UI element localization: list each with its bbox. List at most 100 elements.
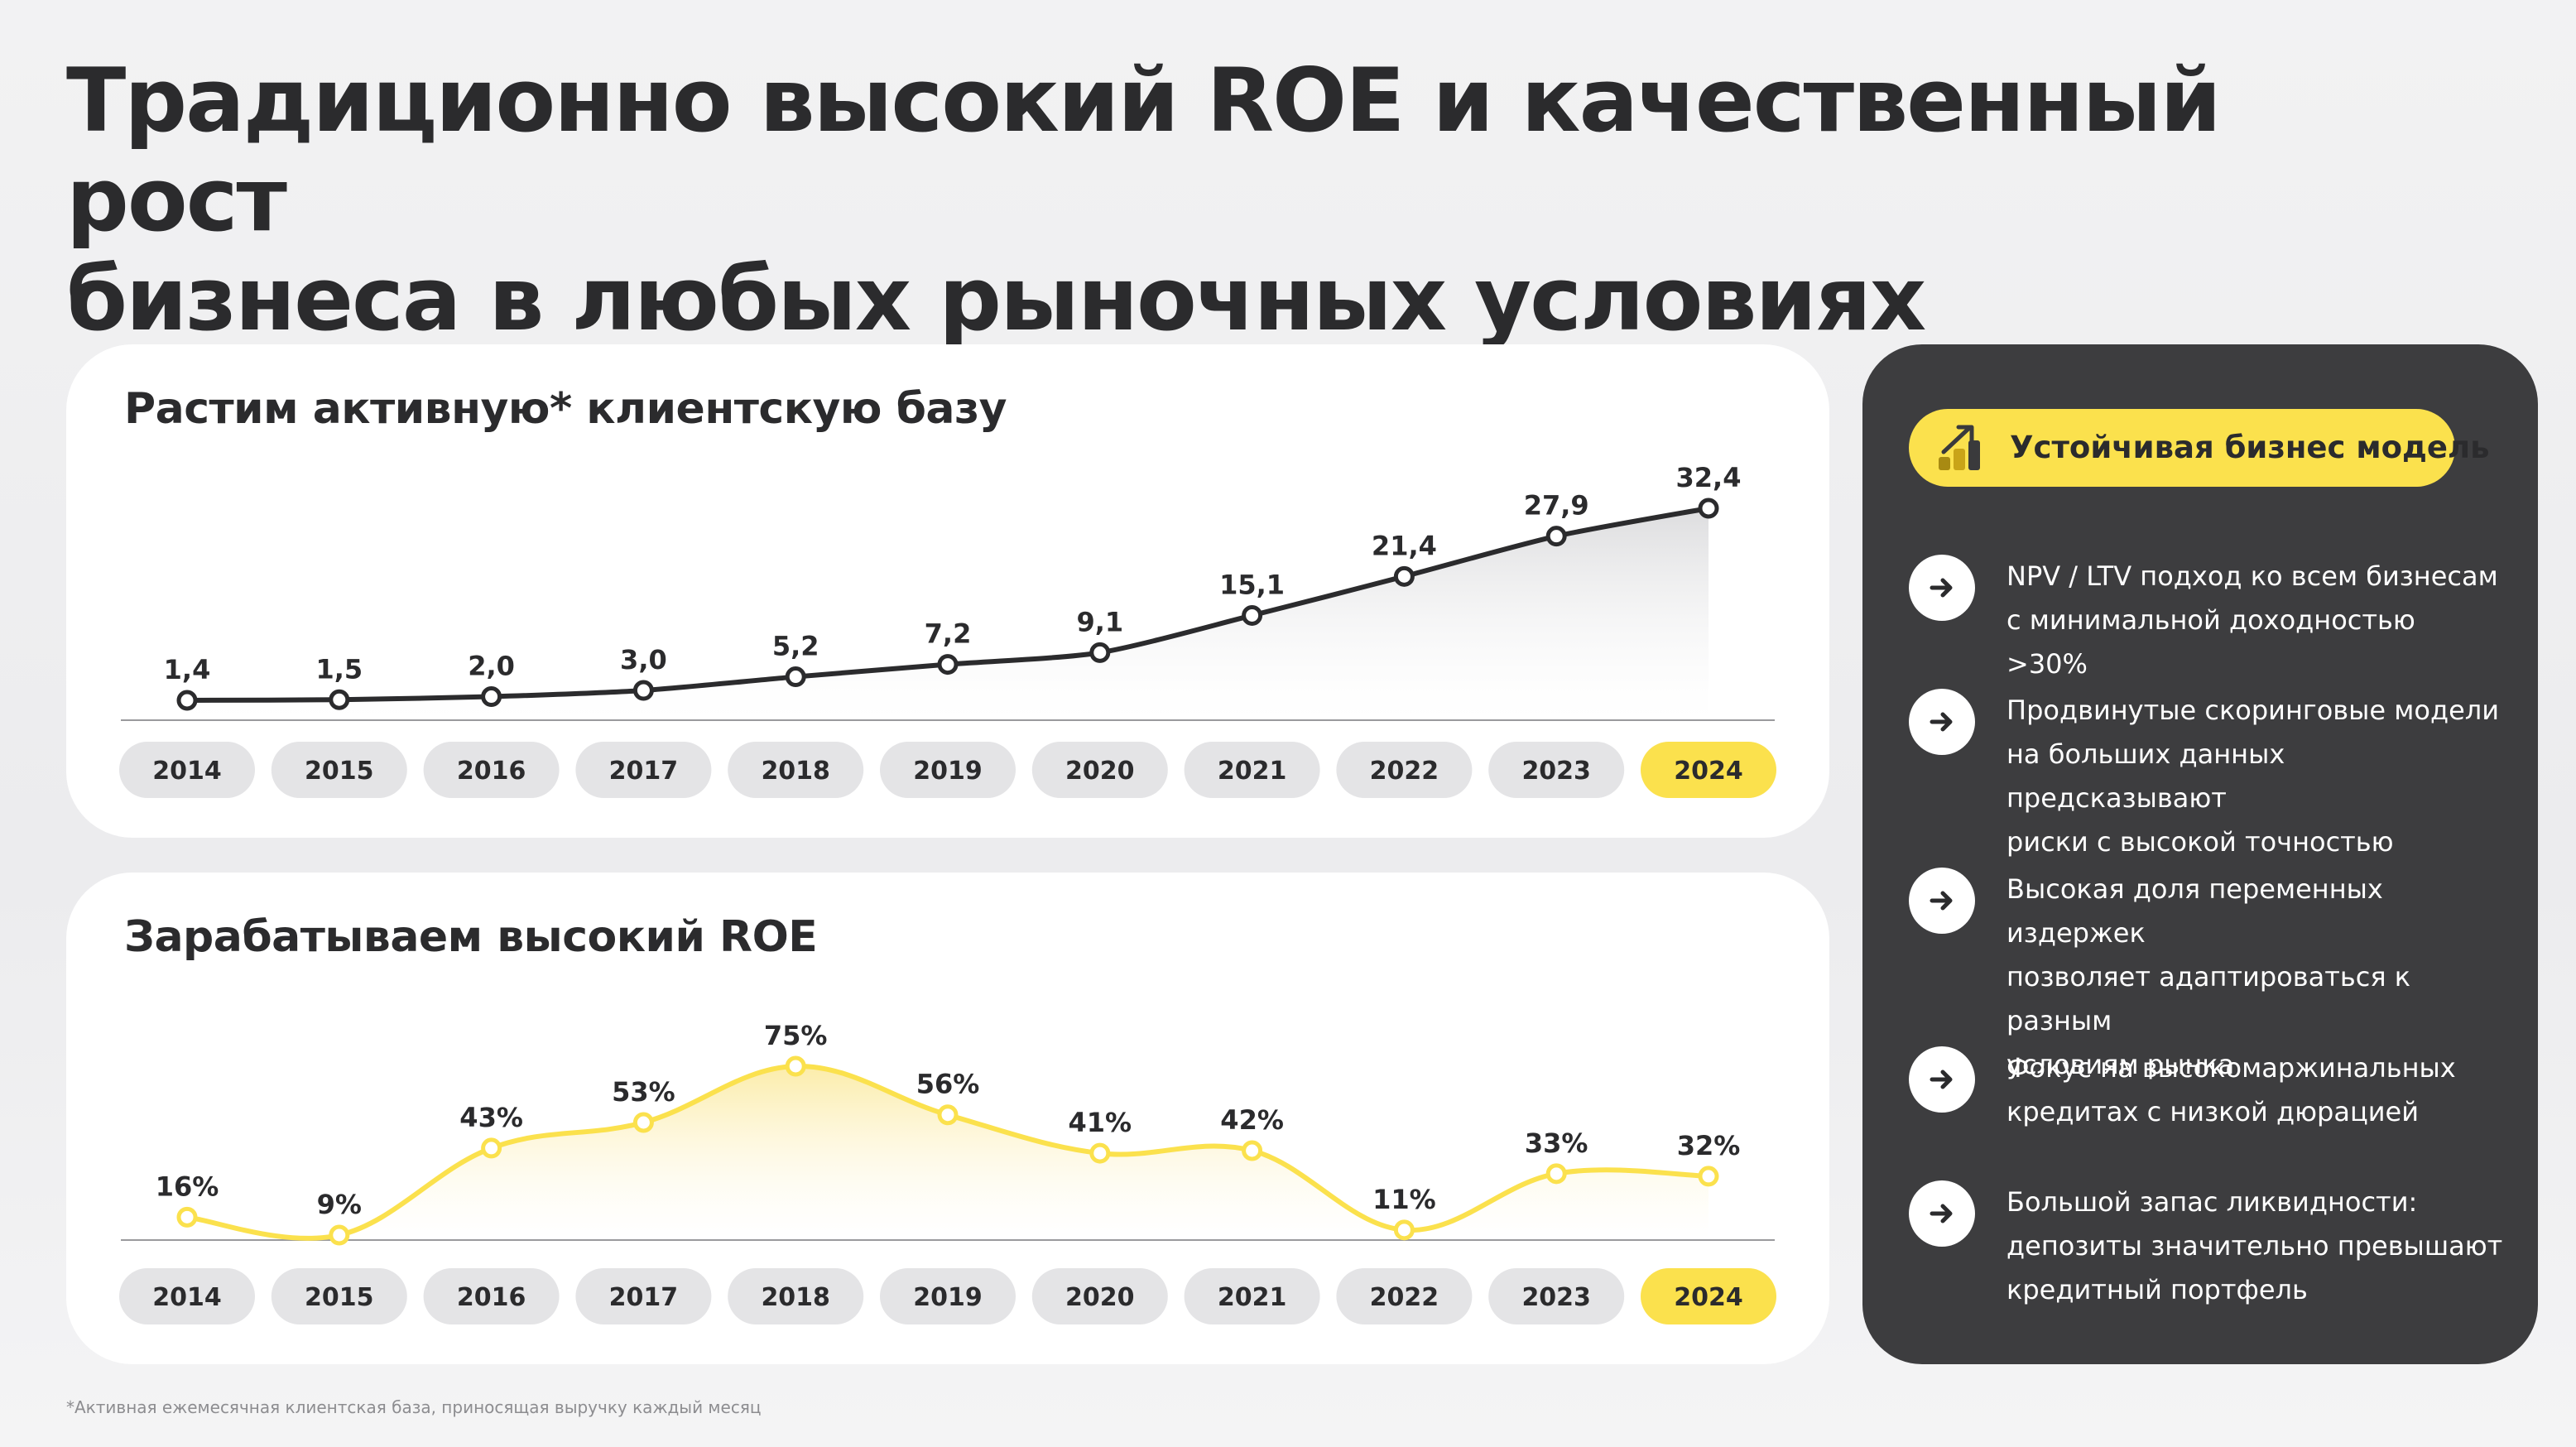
data-label: 75% [764, 1020, 828, 1051]
feature-text-line: кредитный портфель [2006, 1274, 2308, 1305]
year-pill [1488, 742, 1625, 798]
feature-text-line: с минимальной доходностью >30% [2006, 604, 2415, 680]
data-label: 33% [1525, 1127, 1588, 1159]
feature-text-line: Высокая доля переменных издержек [2006, 873, 2383, 949]
data-point [1089, 642, 1111, 663]
data-label: 15,1 [1219, 569, 1285, 600]
data-label: 27,9 [1524, 490, 1589, 522]
data-point [632, 1112, 654, 1133]
feature-text: Продвинутые скоринговые модели на больши… [2006, 689, 2503, 864]
year-tick-label: 2014 [152, 1283, 222, 1312]
year-pill [1488, 1268, 1625, 1324]
year-tick-label: 2024 [1674, 757, 1743, 786]
year-pill [575, 1268, 712, 1324]
feature-text-line: Фокус на высокомаржинальных [2006, 1052, 2456, 1084]
data-point [632, 680, 654, 701]
year-tick-label: 2017 [609, 757, 679, 786]
year-pill [1031, 742, 1168, 798]
year-pill [1336, 1268, 1473, 1324]
data-label: 2,0 [468, 651, 515, 682]
feature-text: Высокая доля переменных издержек позволя… [2006, 868, 2503, 1087]
clients-chart-card: Растим активную* клиентскую базу 1,4 2014… [66, 344, 1829, 838]
arrow-right-icon [1909, 689, 1975, 755]
data-point [1698, 498, 1719, 519]
year-tick-label: 2021 [1218, 1283, 1287, 1312]
year-tick-label: 2015 [305, 1283, 374, 1312]
data-label: 53% [612, 1076, 675, 1108]
data-point [329, 689, 350, 710]
year-tick-label: 2022 [1370, 757, 1439, 786]
arrow-right-icon [1909, 1046, 1975, 1113]
year-tick-label: 2024 [1674, 1283, 1743, 1312]
data-point [1545, 526, 1567, 547]
year-tick-label: 2023 [1521, 757, 1591, 786]
year-pill [1641, 742, 1776, 798]
data-label: 9% [317, 1189, 362, 1220]
data-point [937, 654, 959, 675]
data-point [1393, 1219, 1415, 1241]
arrow-right-icon [1909, 555, 1975, 621]
year-tick-label: 2015 [305, 757, 374, 786]
year-tick-label: 2020 [1065, 757, 1135, 786]
data-label: 7,2 [925, 618, 972, 650]
page-title-line-2: бизнеса в любых рыночных условиях [66, 248, 1926, 350]
roe-chart: 16% 2014 9% 2015 43% 2016 53% 2017 75% 2018 56% 201… [119, 1020, 1776, 1324]
year-pill [880, 1268, 1016, 1324]
clients-chart: 1,4 2014 1,5 2015 2,0 2016 3,0 2017 5,2 2018 7,2 20… [119, 462, 1776, 798]
data-label: 56% [916, 1069, 980, 1100]
year-tick-label: 2021 [1218, 757, 1287, 786]
roe-chart-title: Зарабатываем высокий ROE [124, 912, 818, 962]
year-pill [1641, 1268, 1776, 1324]
year-pill [575, 742, 712, 798]
area-fill [187, 508, 1709, 720]
year-pill [728, 1268, 864, 1324]
data-point [176, 690, 198, 711]
business-model-panel: Устойчивая бизнес модель NPV / LTV подхо… [1862, 344, 2538, 1364]
footnote: *Активная ежемесячная клиентская база, п… [66, 1397, 762, 1417]
clients-chart-title: Растим активную* клиентскую базу [124, 384, 1007, 434]
year-pill [423, 1268, 560, 1324]
data-label: 1,4 [164, 654, 211, 685]
data-label: 21,4 [1372, 530, 1437, 561]
business-model-pill: Устойчивая бизнес модель [1909, 409, 2489, 487]
year-tick-label: 2018 [761, 1283, 830, 1312]
feature-text-line: NPV / LTV подход ко всем бизнесам [2006, 560, 2498, 592]
data-point [1545, 1163, 1567, 1185]
feature-text-line: риски с высокой точностью [2006, 826, 2394, 858]
feature-text: NPV / LTV подход ко всем бизнесам с мини… [2006, 555, 2503, 686]
page-title: Традиционно высокий ROE и качественный р… [66, 51, 2301, 349]
data-point [1242, 1140, 1263, 1161]
feature-text-line: на больших данных предсказывают [2006, 738, 2285, 814]
arrow-right-icon [1909, 1180, 1975, 1247]
arrow-right-icon [1909, 868, 1975, 934]
year-tick-label: 2020 [1065, 1283, 1135, 1312]
year-pill [728, 742, 864, 798]
year-pill [119, 742, 255, 798]
data-label: 5,2 [772, 631, 819, 662]
data-label: 43% [459, 1102, 523, 1133]
feature-text: Большой запас ликвидности: депозиты знач… [2006, 1180, 2503, 1312]
year-pill [271, 742, 407, 798]
data-point [176, 1206, 198, 1228]
year-pill [1031, 1268, 1168, 1324]
data-label: 42% [1220, 1104, 1284, 1136]
feature-text-line: Большой запас ликвидности: [2006, 1186, 2418, 1218]
year-pill [1184, 1268, 1320, 1324]
year-tick-label: 2014 [152, 757, 222, 786]
data-point [1698, 1166, 1719, 1187]
data-point [1089, 1142, 1111, 1164]
year-pill [1336, 742, 1473, 798]
data-label: 32% [1677, 1130, 1741, 1161]
feature-text-line: кредитах с низкой дюрацией [2006, 1096, 2420, 1127]
data-point [481, 686, 502, 708]
data-point [329, 1224, 350, 1246]
feature-text: Фокус на высокомаржинальных кредитах с н… [2006, 1046, 2503, 1134]
year-tick-label: 2022 [1370, 1283, 1439, 1312]
year-tick-label: 2016 [457, 757, 526, 786]
data-point [1242, 604, 1263, 626]
feature-text-line: депозиты значительно превышают [2006, 1230, 2503, 1262]
data-label: 9,1 [1076, 606, 1123, 637]
data-label: 3,0 [620, 644, 667, 675]
business-model-pill-label: Устойчивая бизнес модель [2010, 430, 2490, 465]
roe-chart-card: Зарабатываем высокий ROE 16% 2014 9% 2015 43… [66, 873, 1829, 1364]
